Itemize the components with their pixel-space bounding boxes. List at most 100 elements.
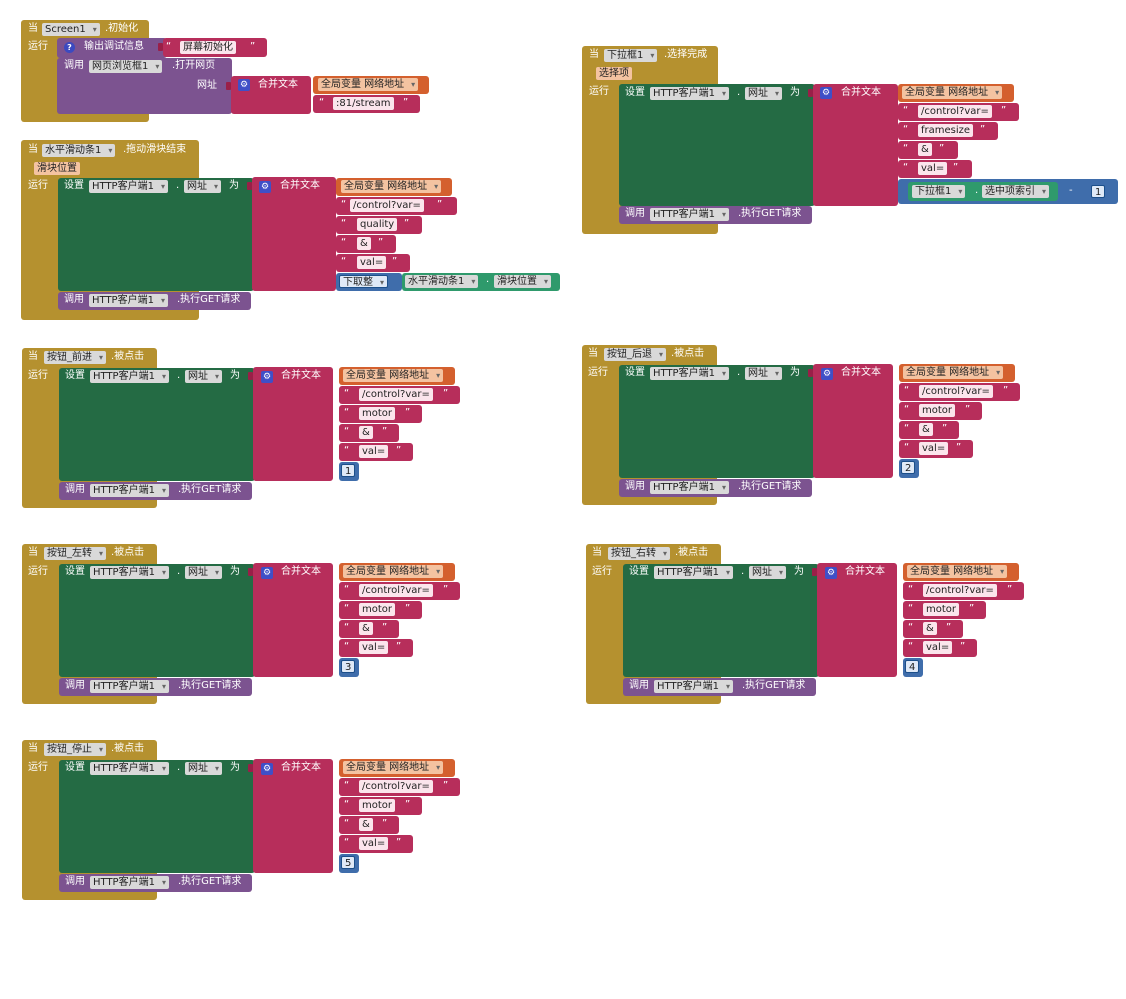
http-component-dropdown[interactable]: HTTP客户端1 — [654, 680, 733, 693]
url-property-dropdown[interactable]: 网址 — [184, 180, 221, 193]
gear-icon[interactable]: ⚙ — [825, 567, 837, 579]
http-component-dropdown[interactable]: HTTP客户端1 — [650, 87, 729, 100]
component-dropdown[interactable]: 下拉框1 — [604, 49, 658, 62]
gear-icon[interactable]: ⚙ — [261, 371, 273, 383]
http-component-dropdown[interactable]: HTTP客户端1 — [650, 367, 729, 380]
join-block[interactable] — [252, 177, 336, 291]
url-property-dropdown[interactable]: 网址 — [185, 370, 222, 383]
text-value[interactable]: val= — [918, 162, 948, 175]
gear-icon[interactable]: ⚙ — [261, 763, 273, 775]
component-dropdown[interactable]: 按钮_左转 — [44, 547, 106, 560]
text-value[interactable]: /control?var= — [350, 199, 424, 212]
gear-icon[interactable]: ⚙ — [259, 181, 271, 193]
component-dropdown[interactable]: 按钮_右转 — [608, 547, 670, 560]
text-value[interactable]: val= — [919, 442, 949, 455]
property-dropdown[interactable]: 选中项索引 — [982, 185, 1049, 198]
global-var-dropdown[interactable]: 全局变量 网络地址 — [903, 366, 1004, 379]
set-http-url-block[interactable] — [619, 365, 815, 478]
text-value[interactable]: /control?var= — [359, 780, 433, 793]
text-value[interactable]: & — [919, 423, 933, 436]
text-value[interactable]: quality — [357, 218, 398, 231]
number-value[interactable]: 1 — [341, 464, 356, 477]
http-component-dropdown[interactable]: HTTP客户端1 — [89, 294, 168, 307]
number-value[interactable]: 5 — [341, 856, 356, 869]
global-var-dropdown[interactable]: 全局变量 网络地址 — [343, 369, 444, 382]
text-value[interactable]: framesize — [918, 124, 974, 137]
text-value[interactable]: /control?var= — [359, 388, 433, 401]
set-http-url-block[interactable] — [58, 178, 254, 291]
number-value[interactable]: 3 — [341, 660, 356, 673]
text-value[interactable]: /control?var= — [919, 385, 993, 398]
text-value[interactable]: val= — [359, 837, 389, 850]
text-value[interactable]: & — [357, 237, 371, 250]
number-value[interactable]: 2 — [901, 461, 916, 474]
text-value[interactable]: motor — [919, 404, 956, 417]
url-property-dropdown[interactable]: 网址 — [185, 762, 222, 775]
text-value[interactable]: /control?var= — [359, 584, 433, 597]
http-component-dropdown[interactable]: HTTP客户端1 — [90, 762, 169, 775]
http-component-dropdown[interactable]: HTTP客户端1 — [90, 876, 169, 889]
join-block[interactable] — [813, 84, 898, 206]
global-var-dropdown[interactable]: 全局变量 网络地址 — [343, 565, 444, 578]
join-block[interactable] — [813, 364, 893, 478]
url-property-dropdown[interactable]: 网址 — [749, 566, 786, 579]
component-dropdown[interactable]: 按钮_后退 — [604, 348, 666, 361]
text-value[interactable]: 屏幕初始化 — [180, 41, 236, 54]
global-var-dropdown[interactable]: 全局变量 网络地址 — [907, 565, 1008, 578]
gear-icon[interactable]: ⚙ — [820, 87, 832, 99]
global-var-dropdown[interactable]: 全局变量 网络地址 — [341, 180, 442, 193]
text-value[interactable]: & — [359, 622, 373, 635]
webviewer-dropdown[interactable]: 网页浏览框1 — [89, 60, 163, 73]
number-value[interactable]: 1 — [1091, 185, 1106, 198]
text-value[interactable]: /control?var= — [918, 105, 992, 118]
http-component-dropdown[interactable]: HTTP客户端1 — [650, 208, 729, 221]
math-op-dropdown[interactable]: 下取整 — [339, 275, 388, 289]
property-dropdown[interactable]: 滑块位置 — [494, 275, 551, 288]
text-value[interactable]: motor — [923, 603, 960, 616]
event-param[interactable]: 滑块位置 — [34, 162, 80, 175]
http-component-dropdown[interactable]: HTTP客户端1 — [90, 680, 169, 693]
text-value[interactable]: & — [359, 426, 373, 439]
join-block[interactable] — [817, 563, 897, 677]
text-value[interactable]: val= — [923, 641, 953, 654]
number-value[interactable]: 4 — [905, 660, 920, 673]
url-property-dropdown[interactable]: 网址 — [745, 367, 782, 380]
http-component-dropdown[interactable]: HTTP客户端1 — [90, 370, 169, 383]
http-component-dropdown[interactable]: HTTP客户端1 — [90, 566, 169, 579]
text-value[interactable]: motor — [359, 603, 396, 616]
text-value[interactable]: /control?var= — [923, 584, 997, 597]
join-block[interactable] — [253, 367, 333, 481]
url-property-dropdown[interactable]: 网址 — [745, 87, 782, 100]
gear-icon[interactable]: ⚙ — [238, 79, 250, 91]
join-block[interactable] — [253, 563, 333, 677]
text-value[interactable]: val= — [359, 445, 389, 458]
global-var-dropdown[interactable]: 全局变量 网络地址 — [343, 761, 444, 774]
event-param[interactable]: 选择项 — [596, 67, 632, 80]
join-block[interactable] — [253, 759, 333, 873]
text-value[interactable]: & — [918, 143, 932, 156]
set-http-url-block[interactable] — [59, 760, 255, 873]
text-value[interactable]: & — [359, 818, 373, 831]
component-dropdown[interactable]: Screen1 — [42, 23, 100, 36]
set-http-url-block[interactable] — [59, 368, 255, 481]
text-value[interactable]: val= — [357, 256, 387, 269]
global-var-dropdown[interactable]: 全局变量 网络地址 — [902, 86, 1003, 99]
text-value[interactable]: :81/stream — [333, 97, 394, 110]
component-dropdown[interactable]: 按钮_前进 — [44, 351, 106, 364]
text-value[interactable]: & — [923, 622, 937, 635]
component-dropdown[interactable]: 按钮_停止 — [44, 743, 106, 756]
log-info-block[interactable] — [57, 38, 167, 58]
http-component-dropdown[interactable]: HTTP客户端1 — [89, 180, 168, 193]
gear-icon[interactable]: ⚙ — [261, 567, 273, 579]
set-http-url-block[interactable] — [619, 84, 815, 206]
text-value[interactable]: motor — [359, 799, 396, 812]
http-component-dropdown[interactable]: HTTP客户端1 — [654, 566, 733, 579]
text-value[interactable]: val= — [359, 641, 389, 654]
gear-icon[interactable]: ⚙ — [821, 368, 833, 380]
http-component-dropdown[interactable]: HTTP客户端1 — [650, 481, 729, 494]
component-dropdown[interactable]: 水平滑动条1 — [42, 144, 116, 157]
text-value[interactable]: motor — [359, 407, 396, 420]
url-property-dropdown[interactable]: 网址 — [185, 566, 222, 579]
component-dropdown[interactable]: 水平滑动条1 — [405, 275, 479, 288]
set-http-url-block[interactable] — [59, 564, 255, 677]
